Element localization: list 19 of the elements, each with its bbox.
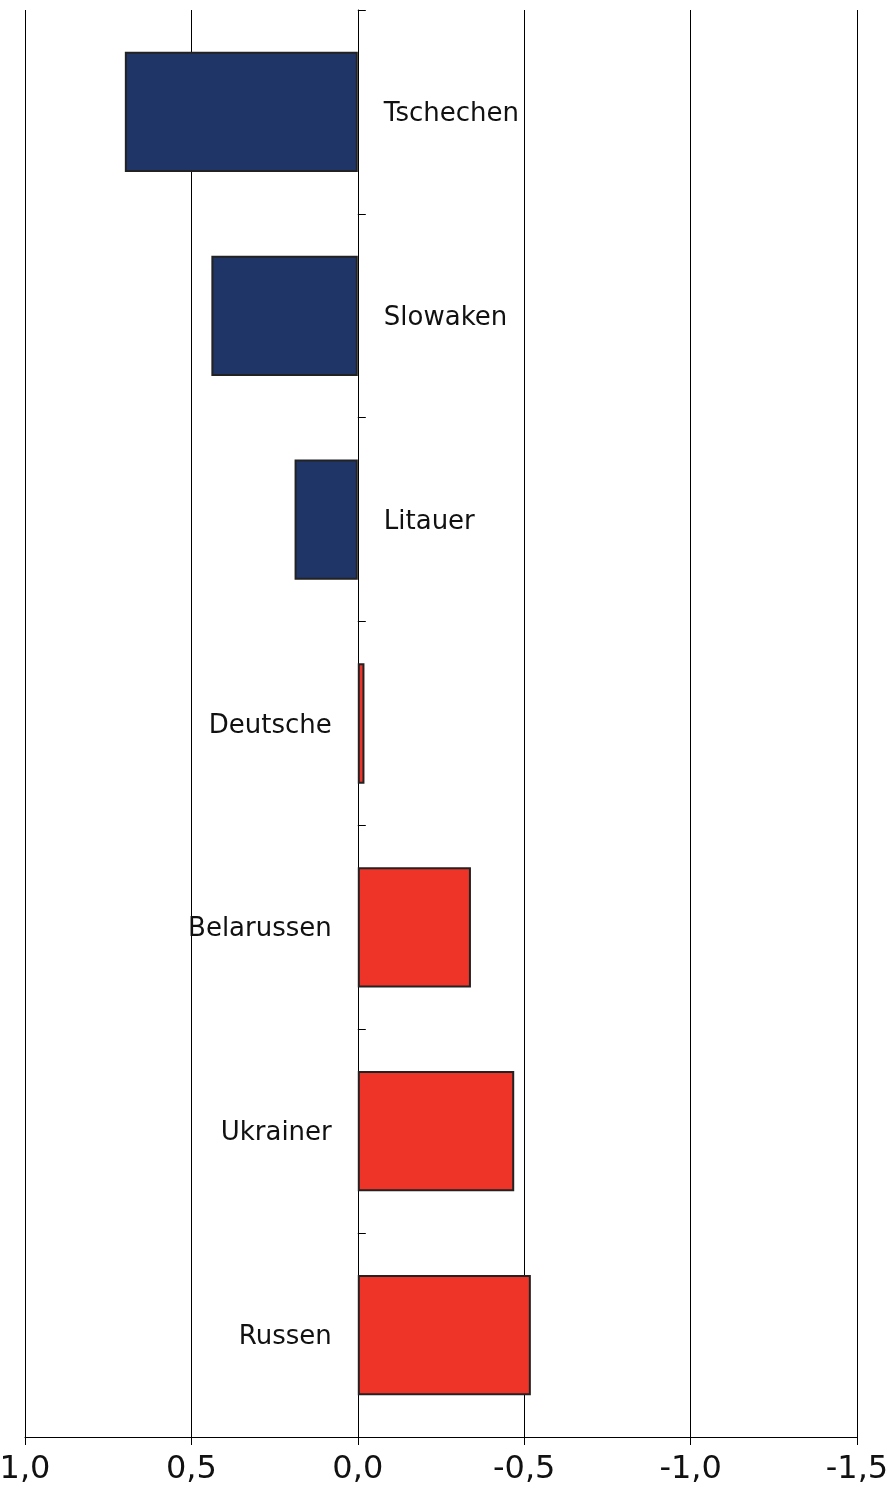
- y-tick-label: Litauer: [383, 504, 476, 535]
- bar: [124, 51, 358, 173]
- x-tick-label: 0,5: [165, 1448, 217, 1486]
- x-tick-label: -0,5: [492, 1448, 556, 1486]
- y-tick-label: Ukrainer: [220, 1116, 333, 1147]
- bar: [357, 1274, 531, 1396]
- y-tick-label: Russen: [238, 1320, 332, 1351]
- y-tick-label: Tschechen: [382, 96, 519, 127]
- y-tick-label: Deutsche: [208, 708, 332, 739]
- x-tick-label: 0,0: [332, 1448, 384, 1486]
- x-tick-label: -1,0: [659, 1448, 722, 1486]
- bar: [294, 459, 358, 580]
- bar: [357, 1071, 515, 1192]
- x-tick-label: 1,0: [0, 1448, 51, 1486]
- x-tick-label: -1,5: [825, 1448, 887, 1486]
- bar: [357, 867, 471, 988]
- bar: [211, 255, 358, 376]
- y-tick-label: Slowaken: [383, 300, 508, 331]
- bar: [357, 663, 365, 784]
